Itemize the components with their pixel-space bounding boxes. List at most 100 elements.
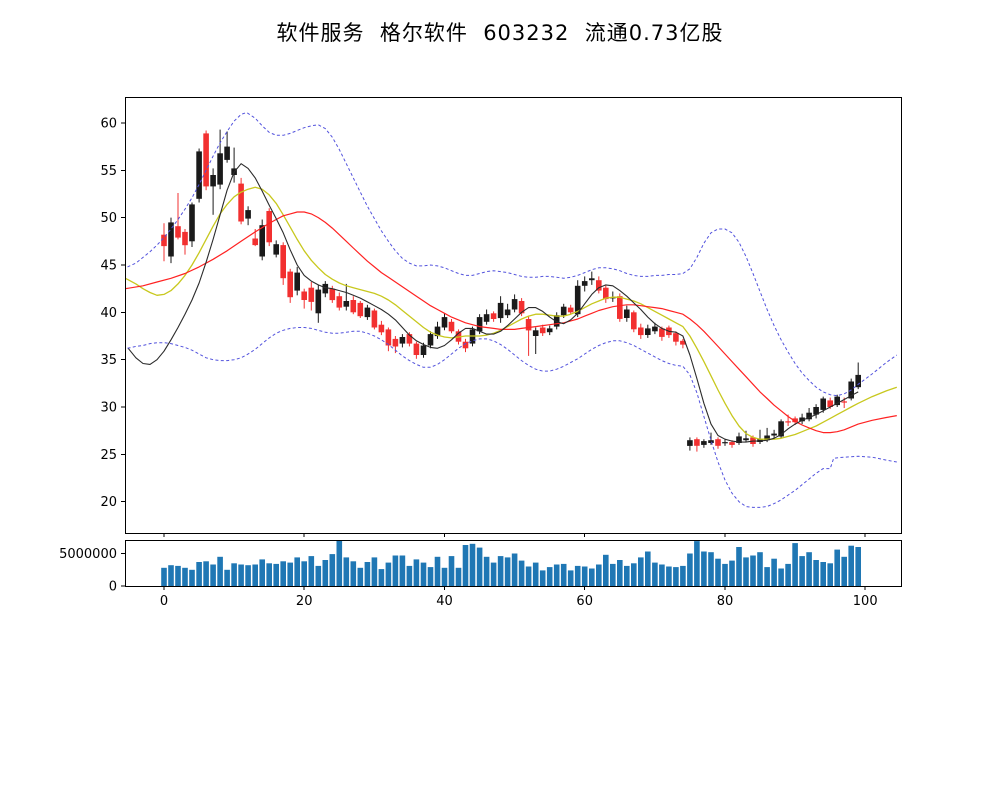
volume-bar: [308, 556, 315, 586]
volume-bar: [617, 560, 623, 586]
volume-bar: [385, 562, 392, 586]
volume-bar: [469, 543, 476, 587]
candle-down: [715, 439, 721, 446]
candle-down: [567, 307, 574, 313]
candle-down: [175, 226, 181, 238]
volume-bar: [708, 552, 714, 586]
candle-down: [462, 341, 469, 349]
candle-up: [687, 440, 693, 446]
candle-up: [722, 442, 728, 444]
candle-down: [525, 319, 532, 331]
candle-up: [511, 299, 518, 310]
candle-up: [701, 441, 707, 445]
candle-up: [224, 146, 230, 160]
volume-bar: [364, 562, 371, 586]
candle-up: [764, 435, 770, 441]
volume-bar: [224, 569, 230, 587]
candle-up: [652, 326, 658, 332]
candle-down: [280, 245, 286, 279]
volume-bar: [652, 562, 658, 586]
volume-bar: [462, 545, 469, 586]
volume-bar: [673, 567, 679, 586]
volume-bar: [357, 567, 364, 586]
volume-bar: [848, 545, 854, 586]
volume-bar: [687, 553, 693, 586]
volume-bar: [841, 556, 847, 587]
volume-bar: [175, 565, 181, 586]
candle-down: [308, 287, 315, 302]
volume-bar: [666, 566, 672, 586]
volume-bar: [315, 565, 322, 586]
candle-up: [245, 210, 251, 219]
price-tick-label: 20: [100, 495, 117, 510]
candle-up: [589, 278, 595, 281]
volume-bar: [596, 564, 602, 586]
candle-down: [203, 133, 209, 187]
volume-bar: [217, 556, 223, 587]
index-tick-label: 20: [296, 594, 313, 609]
volume-bar: [483, 556, 490, 587]
price-tick-label: 30: [100, 401, 117, 416]
volume-bar: [399, 555, 406, 586]
candle-up: [476, 317, 483, 332]
volume-bar: [771, 558, 777, 586]
candle-up: [483, 314, 490, 322]
volume-tick-label: 5000000: [59, 547, 117, 562]
candle-up: [434, 326, 441, 337]
candle-down: [371, 310, 378, 328]
candle-down: [336, 296, 343, 308]
candle-up: [778, 421, 784, 437]
candle-up: [574, 285, 581, 315]
candle-down: [182, 231, 188, 246]
index-tick-label: 80: [717, 594, 734, 609]
candle-down: [490, 313, 497, 319]
candle-down: [161, 234, 167, 247]
volume-tick-label: 0: [109, 580, 117, 595]
candle-up: [399, 337, 406, 344]
volume-bar: [259, 559, 265, 586]
candle-up: [813, 407, 819, 415]
candle-down: [603, 287, 609, 300]
candle-up: [855, 374, 861, 388]
volume-bar: [273, 563, 279, 586]
candle-down: [729, 442, 735, 445]
volume-bars-layer: [161, 540, 861, 587]
candle-up: [427, 334, 434, 346]
volume-bar: [182, 567, 188, 586]
candle-down: [357, 302, 364, 317]
volume-bar: [624, 565, 630, 586]
price-tick-label: 55: [100, 164, 117, 179]
volume-bar: [336, 540, 343, 586]
volume-bar: [743, 557, 749, 586]
volume-bar: [785, 563, 791, 586]
bollinger-lower-band: [127, 327, 897, 508]
volume-bar: [567, 570, 574, 586]
candle-up: [645, 328, 651, 335]
candle-down: [385, 329, 392, 346]
volume-bar: [413, 559, 420, 586]
candle-up: [560, 306, 567, 316]
candle-up: [420, 345, 427, 355]
volume-bar: [203, 561, 209, 586]
volume-bar: [806, 552, 812, 586]
index-tick-label: 60: [576, 594, 593, 609]
volume-bar: [168, 565, 174, 586]
volume-bar: [799, 556, 805, 586]
volume-bar: [813, 560, 819, 586]
volume-bar: [322, 560, 329, 586]
volume-bar: [161, 567, 167, 586]
volume-bar: [722, 563, 728, 586]
candle-up: [441, 317, 448, 328]
volume-bar: [329, 554, 336, 586]
axes-layer: 20 25 30 35 40 45 50 55 60 0 5000000 0 20 40 60 80 100: [59, 97, 902, 609]
candle-up: [553, 315, 560, 327]
volume-bar: [497, 556, 504, 586]
candle-down: [827, 400, 833, 407]
candle-up: [820, 398, 826, 410]
candle-down: [659, 328, 665, 337]
candle-down: [792, 418, 798, 423]
candle-up: [624, 309, 630, 318]
volume-bar: [701, 551, 707, 586]
